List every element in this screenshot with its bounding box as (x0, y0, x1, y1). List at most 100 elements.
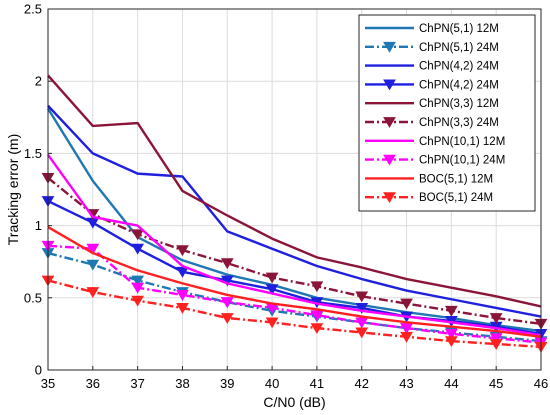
legend-label: ChPN(4,2) 24M (419, 61, 499, 73)
legend-entry: BOC(5,1) 12M (365, 173, 493, 185)
data-point (265, 272, 279, 284)
legend: ChPN(5,1) 12M ChPN(5,1) 24M ChPN(4,2) 24M C… (358, 14, 536, 212)
series-9 (47, 226, 542, 338)
series-line (47, 244, 542, 344)
data-point (355, 303, 369, 314)
series-line (46, 108, 542, 333)
x-tick-label: 38 (175, 376, 189, 391)
data-point (176, 290, 189, 301)
data-point (489, 313, 503, 324)
legend-marker (383, 79, 396, 91)
y-tick-label: 2 (35, 74, 42, 89)
legend-marker (383, 117, 396, 128)
legend-label: ChPN(10,1) 24M (419, 155, 505, 167)
data-point (310, 310, 324, 322)
legend-label: ChPN(4,2) 24M (419, 79, 499, 91)
series-line (47, 74, 542, 308)
legend-label: ChPN(5,1) 12M (419, 23, 499, 35)
x-tick-label: 35 (41, 376, 55, 391)
series-line (47, 177, 542, 325)
legend-marker (383, 192, 396, 204)
legend-label: BOC(5,1) 24M (419, 192, 493, 204)
data-point (176, 266, 189, 278)
data-point (86, 287, 100, 298)
data-point (489, 333, 503, 345)
y-tick-label: 1 (35, 218, 42, 233)
x-tick-label: 39 (220, 376, 234, 391)
series-line (47, 279, 542, 349)
legend-entry: ChPN(4,2) 24M (365, 79, 499, 91)
data-point (444, 305, 458, 317)
x-tick-label: 41 (310, 376, 324, 391)
legend-label: BOC(5,1) 12M (419, 173, 493, 185)
data-point (131, 275, 145, 287)
data-point (131, 243, 145, 255)
x-tick-label: 37 (130, 376, 144, 391)
data-point (355, 291, 369, 303)
data-point (265, 284, 279, 296)
legend-entry: ChPN(10,1) 12M (365, 136, 505, 148)
legend-entry: ChPN(3,3) 12M (365, 98, 499, 110)
data-point (310, 281, 324, 293)
data-point (400, 298, 413, 310)
series-4 (41, 196, 548, 340)
data-point (444, 329, 458, 340)
data-point (400, 331, 413, 343)
data-point (400, 323, 413, 335)
legend-entry: BOC(5,1) 24M (365, 192, 493, 204)
data-point (220, 313, 234, 324)
x-tick-label: 42 (354, 376, 368, 391)
y-tick-label: 0 (35, 363, 42, 378)
legend-entry: ChPN(5,1) 24M (365, 42, 499, 54)
legend-marker (383, 154, 396, 166)
data-point (220, 297, 234, 309)
data-point (489, 339, 503, 350)
x-tick-label: 36 (86, 376, 100, 391)
series-line (47, 226, 542, 338)
series-6 (41, 173, 548, 330)
x-tick-label: 46 (534, 376, 548, 391)
series-group (41, 74, 548, 353)
series-7 (47, 154, 542, 337)
x-axis-label: C/N0 (dB) (263, 394, 325, 410)
axis-ticks: 35 36 37 38 39 40 41 42 43 44 45 46 0 0.5 1 1.5 2 2.5 (24, 2, 548, 392)
data-point (355, 317, 369, 329)
plot-area (47, 8, 542, 371)
data-point (86, 243, 100, 255)
x-tick-label: 40 (265, 376, 279, 391)
x-tick-label: 43 (399, 376, 413, 391)
data-point (265, 317, 279, 329)
data-point (355, 327, 369, 339)
series-line (47, 251, 542, 343)
legend-label: ChPN(5,1) 24M (419, 42, 499, 54)
series-3 (47, 104, 542, 318)
y-axis-label: Tracking error (m) (5, 134, 21, 246)
series-line (47, 199, 542, 336)
series-8 (41, 240, 548, 349)
legend-marker (383, 41, 396, 53)
series-10 (41, 275, 548, 353)
x-tick-label: 44 (444, 376, 458, 391)
legend-label: ChPN(3,3) 24M (419, 117, 499, 129)
series-line (47, 104, 542, 318)
legend-entry: ChPN(10,1) 24M (365, 155, 505, 167)
series-1 (46, 108, 542, 333)
data-point (131, 282, 145, 294)
series-line (47, 154, 542, 337)
data-point (176, 245, 189, 257)
x-tick-label: 45 (489, 376, 503, 391)
data-point (310, 323, 324, 335)
data-point (176, 303, 189, 314)
y-tick-label: 2.5 (24, 2, 42, 17)
series-5 (47, 74, 542, 308)
data-point (220, 275, 234, 287)
legend-entry: ChPN(4,2) 24M (365, 61, 499, 73)
data-point (86, 259, 100, 271)
legend-entry: ChPN(3,3) 24M (365, 117, 499, 129)
y-tick-label: 0.5 (24, 290, 42, 305)
legend-label: ChPN(3,3) 12M (419, 98, 499, 110)
data-point (131, 229, 145, 241)
y-tick-label: 1.5 (24, 146, 42, 161)
data-point (444, 336, 458, 348)
